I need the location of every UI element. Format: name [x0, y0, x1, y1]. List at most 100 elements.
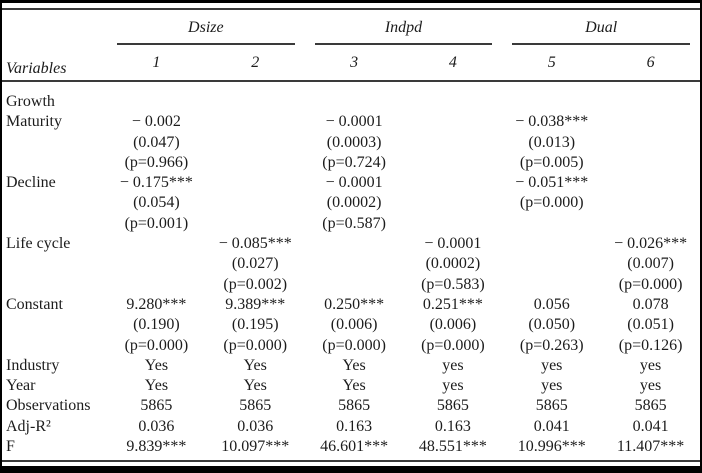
value-cell: yes: [541, 377, 563, 395]
value-cell: [305, 254, 404, 274]
value-cell: − 0.051***: [515, 174, 589, 192]
value-cell: (0.190): [133, 316, 180, 334]
value-cell: (p=0.126): [618, 336, 683, 354]
column-header-4: 4: [448, 53, 457, 71]
value-cell: (p=0.583): [421, 275, 485, 293]
column-group-dsize: Dsize: [107, 10, 305, 45]
value-cell: Yes: [144, 377, 169, 395]
value-cell: [404, 193, 503, 213]
table-body: Growth Maturity − 0.002 − 0.0001 − 0.038*** (…: [2, 82, 700, 457]
value-cell: [502, 275, 601, 295]
value-cell: [502, 254, 601, 274]
value-cell: (p=0.000): [322, 336, 386, 354]
column-group-label: Dsize: [188, 19, 224, 36]
value-cell: 0.041: [533, 417, 570, 435]
table-header-groups: Dsize Indpd Dual: [2, 10, 700, 45]
value-cell: 0.036: [237, 417, 274, 435]
value-cell: [206, 133, 305, 153]
value-cell: [502, 234, 601, 254]
column-header-5: 5: [547, 53, 556, 71]
table-row: F 9.839*** 10.097*** 46.601*** 48.551*** 10.9…: [2, 437, 700, 457]
value-cell: Yes: [342, 356, 366, 374]
value-cell: 5865: [338, 397, 371, 415]
row-label: Industry: [6, 356, 60, 374]
value-cell: 11.407***: [616, 438, 685, 456]
value-cell: 5865: [535, 397, 568, 415]
table-header-columns: Variables 1 2 3 4 5 6: [2, 45, 700, 80]
value-cell: (0.054): [133, 194, 180, 212]
value-cell: [206, 214, 305, 234]
value-cell: [206, 153, 305, 173]
value-cell: 46.601***: [320, 438, 389, 456]
value-cell: yes: [541, 356, 563, 374]
value-cell: 9.839***: [126, 438, 187, 456]
value-cell: 0.036: [138, 417, 175, 435]
row-label: [2, 336, 107, 356]
value-cell: (p=0.005): [519, 153, 584, 171]
value-cell: [206, 112, 305, 132]
value-cell: [601, 92, 700, 112]
value-cell: − 0.002: [131, 113, 181, 131]
header-spacer: [2, 10, 107, 45]
value-cell: yes: [442, 377, 464, 395]
value-cell: (0.195): [231, 316, 279, 334]
value-cell: (p=0.587): [322, 214, 386, 232]
row-label: Adj-R²: [6, 417, 51, 435]
value-cell: (0.013): [528, 133, 576, 151]
value-cell: − 0.0001: [325, 113, 383, 131]
row-label: Growth: [6, 93, 55, 110]
value-cell: [305, 234, 404, 254]
column-group-label: Dual: [585, 19, 618, 36]
table-row: Maturity − 0.002 − 0.0001 − 0.038***: [2, 112, 700, 132]
column-header-6: 6: [646, 53, 655, 71]
column-header-2: 2: [251, 53, 260, 71]
value-cell: [601, 133, 700, 153]
value-cell: (p=0.000): [519, 194, 584, 212]
value-cell: − 0.026***: [614, 235, 688, 253]
value-cell: 5865: [634, 397, 667, 415]
value-cell: − 0.038***: [515, 113, 589, 131]
row-label: [2, 193, 107, 213]
value-cell: yes: [639, 356, 662, 374]
value-cell: [206, 92, 305, 112]
value-cell: (p=0.000): [618, 275, 683, 293]
group-underline: [117, 43, 295, 45]
value-cell: (0.027): [231, 255, 279, 273]
value-cell: 0.041: [632, 417, 669, 435]
group-underline: [512, 43, 690, 45]
value-cell: (0.051): [627, 316, 674, 334]
row-label: [2, 133, 107, 153]
row-label: Maturity: [6, 113, 62, 131]
value-cell: − 0.175***: [119, 174, 193, 192]
value-cell: (0.0003): [326, 133, 382, 151]
value-cell: (0.050): [528, 316, 576, 334]
table-row: Constant 9.280*** 9.389*** 0.250*** 0.251***…: [2, 295, 700, 315]
value-cell: 10.097***: [221, 438, 290, 456]
value-cell: Yes: [144, 356, 169, 374]
table-row: Life cycle − 0.085*** − 0.0001 − 0.026***: [2, 234, 700, 254]
value-cell: 5865: [436, 397, 469, 415]
value-cell: [107, 234, 206, 254]
value-cell: [404, 92, 503, 112]
top-rule: [2, 8, 700, 10]
table-row: (p=0.966) (p=0.724) (p=0.005): [2, 153, 700, 173]
value-cell: 9.280***: [126, 295, 187, 313]
value-cell: [601, 112, 700, 132]
row-label: Year: [6, 377, 36, 395]
value-cell: 0.251***: [422, 295, 483, 313]
bottom-rule: [2, 460, 700, 463]
value-cell: [305, 92, 404, 112]
value-cell: (0.006): [330, 316, 378, 334]
value-cell: 0.163: [336, 417, 373, 435]
value-cell: 5865: [239, 397, 272, 415]
row-label: Constant: [6, 295, 63, 313]
value-cell: 0.056: [533, 295, 570, 313]
value-cell: Yes: [243, 377, 267, 395]
row-label: [2, 153, 107, 173]
row-label: Life cycle: [6, 235, 71, 253]
table-row: Adj-R² 0.036 0.036 0.163 0.163 0.041 0.041: [2, 417, 700, 437]
row-label: Observations: [6, 397, 91, 415]
value-cell: yes: [442, 356, 464, 374]
value-cell: (p=0.001): [124, 214, 189, 232]
value-cell: 48.551***: [418, 438, 487, 456]
